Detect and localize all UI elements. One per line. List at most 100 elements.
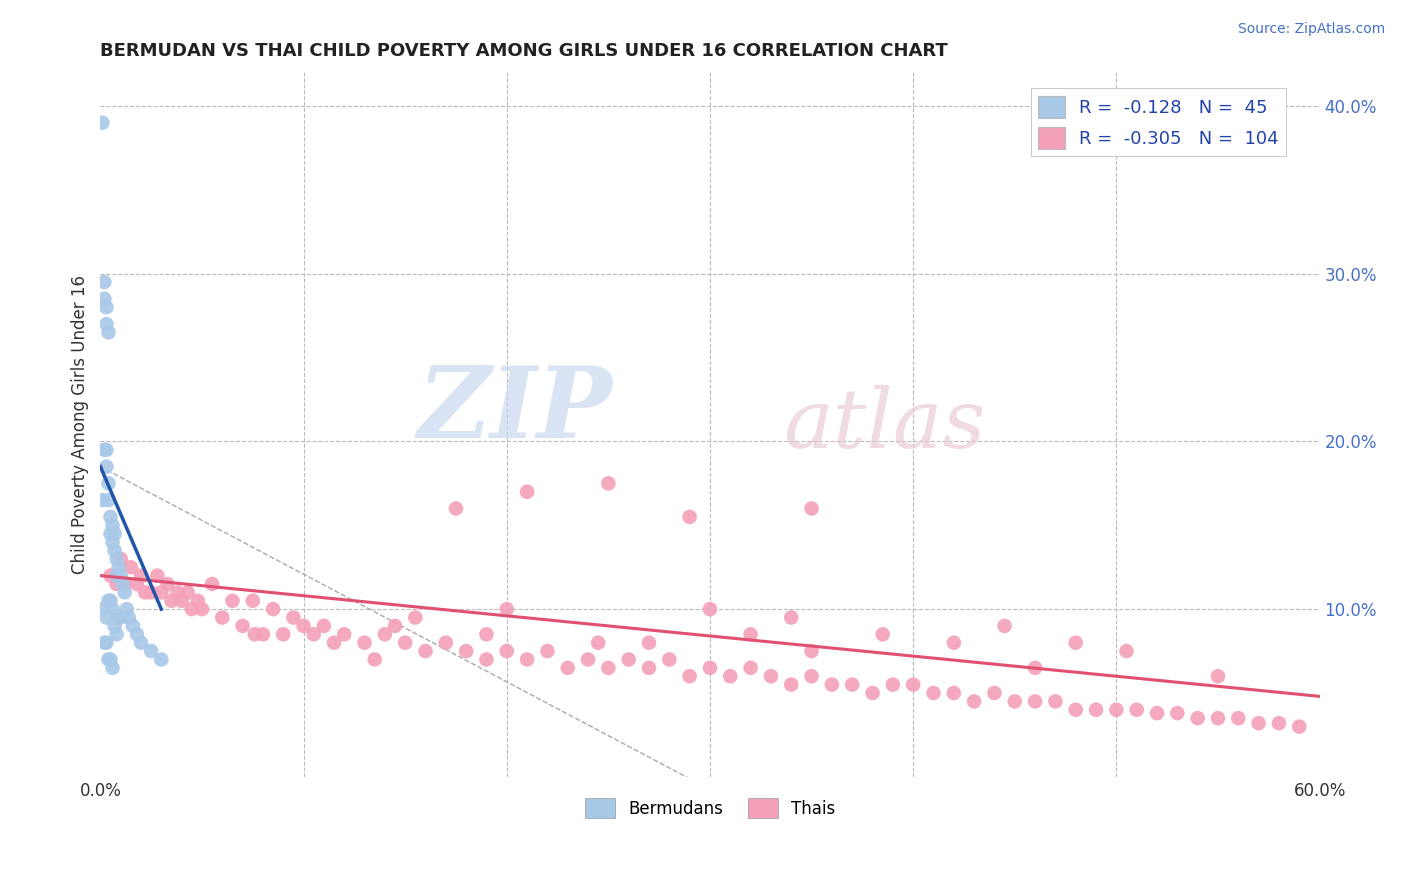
Point [1064, 636, 1087, 650]
Point [201, 577, 224, 591]
Point [100, 509, 122, 524]
Point [107, 560, 129, 574]
Point [434, 636, 457, 650]
Point [586, 636, 609, 650]
Point [800, 669, 823, 683]
Point [170, 593, 193, 607]
Point [103, 526, 125, 541]
Point [1146, 706, 1168, 720]
Point [101, 602, 124, 616]
Point [283, 610, 305, 624]
Point [699, 661, 721, 675]
Point [740, 627, 762, 641]
Point [404, 610, 426, 624]
Point [638, 661, 661, 675]
Point [97, 652, 120, 666]
Point [129, 636, 152, 650]
Point [91, 602, 114, 616]
Point [800, 644, 823, 658]
Y-axis label: Child Poverty Among Girls Under 16: Child Poverty Among Girls Under 16 [72, 275, 89, 574]
Point [475, 627, 498, 641]
Point [1247, 716, 1270, 731]
Point [93, 275, 115, 289]
Point [617, 652, 640, 666]
Point [679, 509, 702, 524]
Point [91, 493, 114, 508]
Point [872, 627, 894, 641]
Point [111, 577, 134, 591]
Point [759, 669, 782, 683]
Point [363, 652, 385, 666]
Point [1227, 711, 1250, 725]
Point [658, 652, 681, 666]
Point [394, 636, 416, 650]
Point [1004, 694, 1026, 708]
Point [780, 678, 803, 692]
Point [93, 636, 115, 650]
Point [105, 551, 128, 566]
Point [211, 610, 233, 624]
Point [97, 493, 120, 508]
Point [718, 669, 741, 683]
Point [134, 585, 156, 599]
Point [107, 610, 129, 624]
Point [101, 661, 124, 675]
Point [114, 585, 136, 599]
Point [129, 568, 152, 582]
Point [536, 644, 558, 658]
Point [252, 627, 274, 641]
Point [115, 602, 138, 616]
Point [1024, 694, 1046, 708]
Point [598, 661, 620, 675]
Point [96, 610, 118, 624]
Text: Source: ZipAtlas.com: Source: ZipAtlas.com [1237, 22, 1385, 37]
Point [177, 585, 200, 599]
Point [160, 593, 183, 607]
Point [105, 577, 128, 591]
Point [100, 568, 122, 582]
Point [323, 636, 346, 650]
Point [110, 551, 132, 566]
Point [942, 686, 965, 700]
Point [1166, 706, 1188, 720]
Point [156, 577, 179, 591]
Point [1206, 711, 1229, 725]
Point [103, 543, 125, 558]
Point [292, 619, 315, 633]
Point [1085, 703, 1108, 717]
Point [780, 610, 803, 624]
Point [150, 652, 173, 666]
Point [150, 585, 173, 599]
Point [1187, 711, 1209, 725]
Point [232, 619, 254, 633]
Point [1064, 703, 1087, 717]
Point [103, 619, 125, 633]
Point [699, 602, 721, 616]
Point [495, 602, 517, 616]
Point [516, 484, 538, 499]
Point [191, 602, 214, 616]
Point [994, 619, 1017, 633]
Point [1288, 720, 1310, 734]
Point [242, 593, 264, 607]
Point [598, 476, 620, 491]
Point [100, 526, 122, 541]
Point [679, 669, 702, 683]
Point [841, 678, 863, 692]
Point [415, 644, 437, 658]
Point [141, 585, 163, 599]
Point [93, 442, 115, 457]
Point [1045, 694, 1067, 708]
Point [125, 627, 148, 641]
Point [353, 636, 375, 650]
Point [800, 501, 823, 516]
Point [740, 661, 762, 675]
Point [1206, 669, 1229, 683]
Point [1024, 661, 1046, 675]
Text: BERMUDAN VS THAI CHILD POVERTY AMONG GIRLS UNDER 16 CORRELATION CHART: BERMUDAN VS THAI CHILD POVERTY AMONG GIR… [100, 42, 948, 60]
Point [495, 644, 517, 658]
Point [638, 636, 661, 650]
Point [983, 686, 1005, 700]
Point [262, 602, 284, 616]
Point [187, 593, 209, 607]
